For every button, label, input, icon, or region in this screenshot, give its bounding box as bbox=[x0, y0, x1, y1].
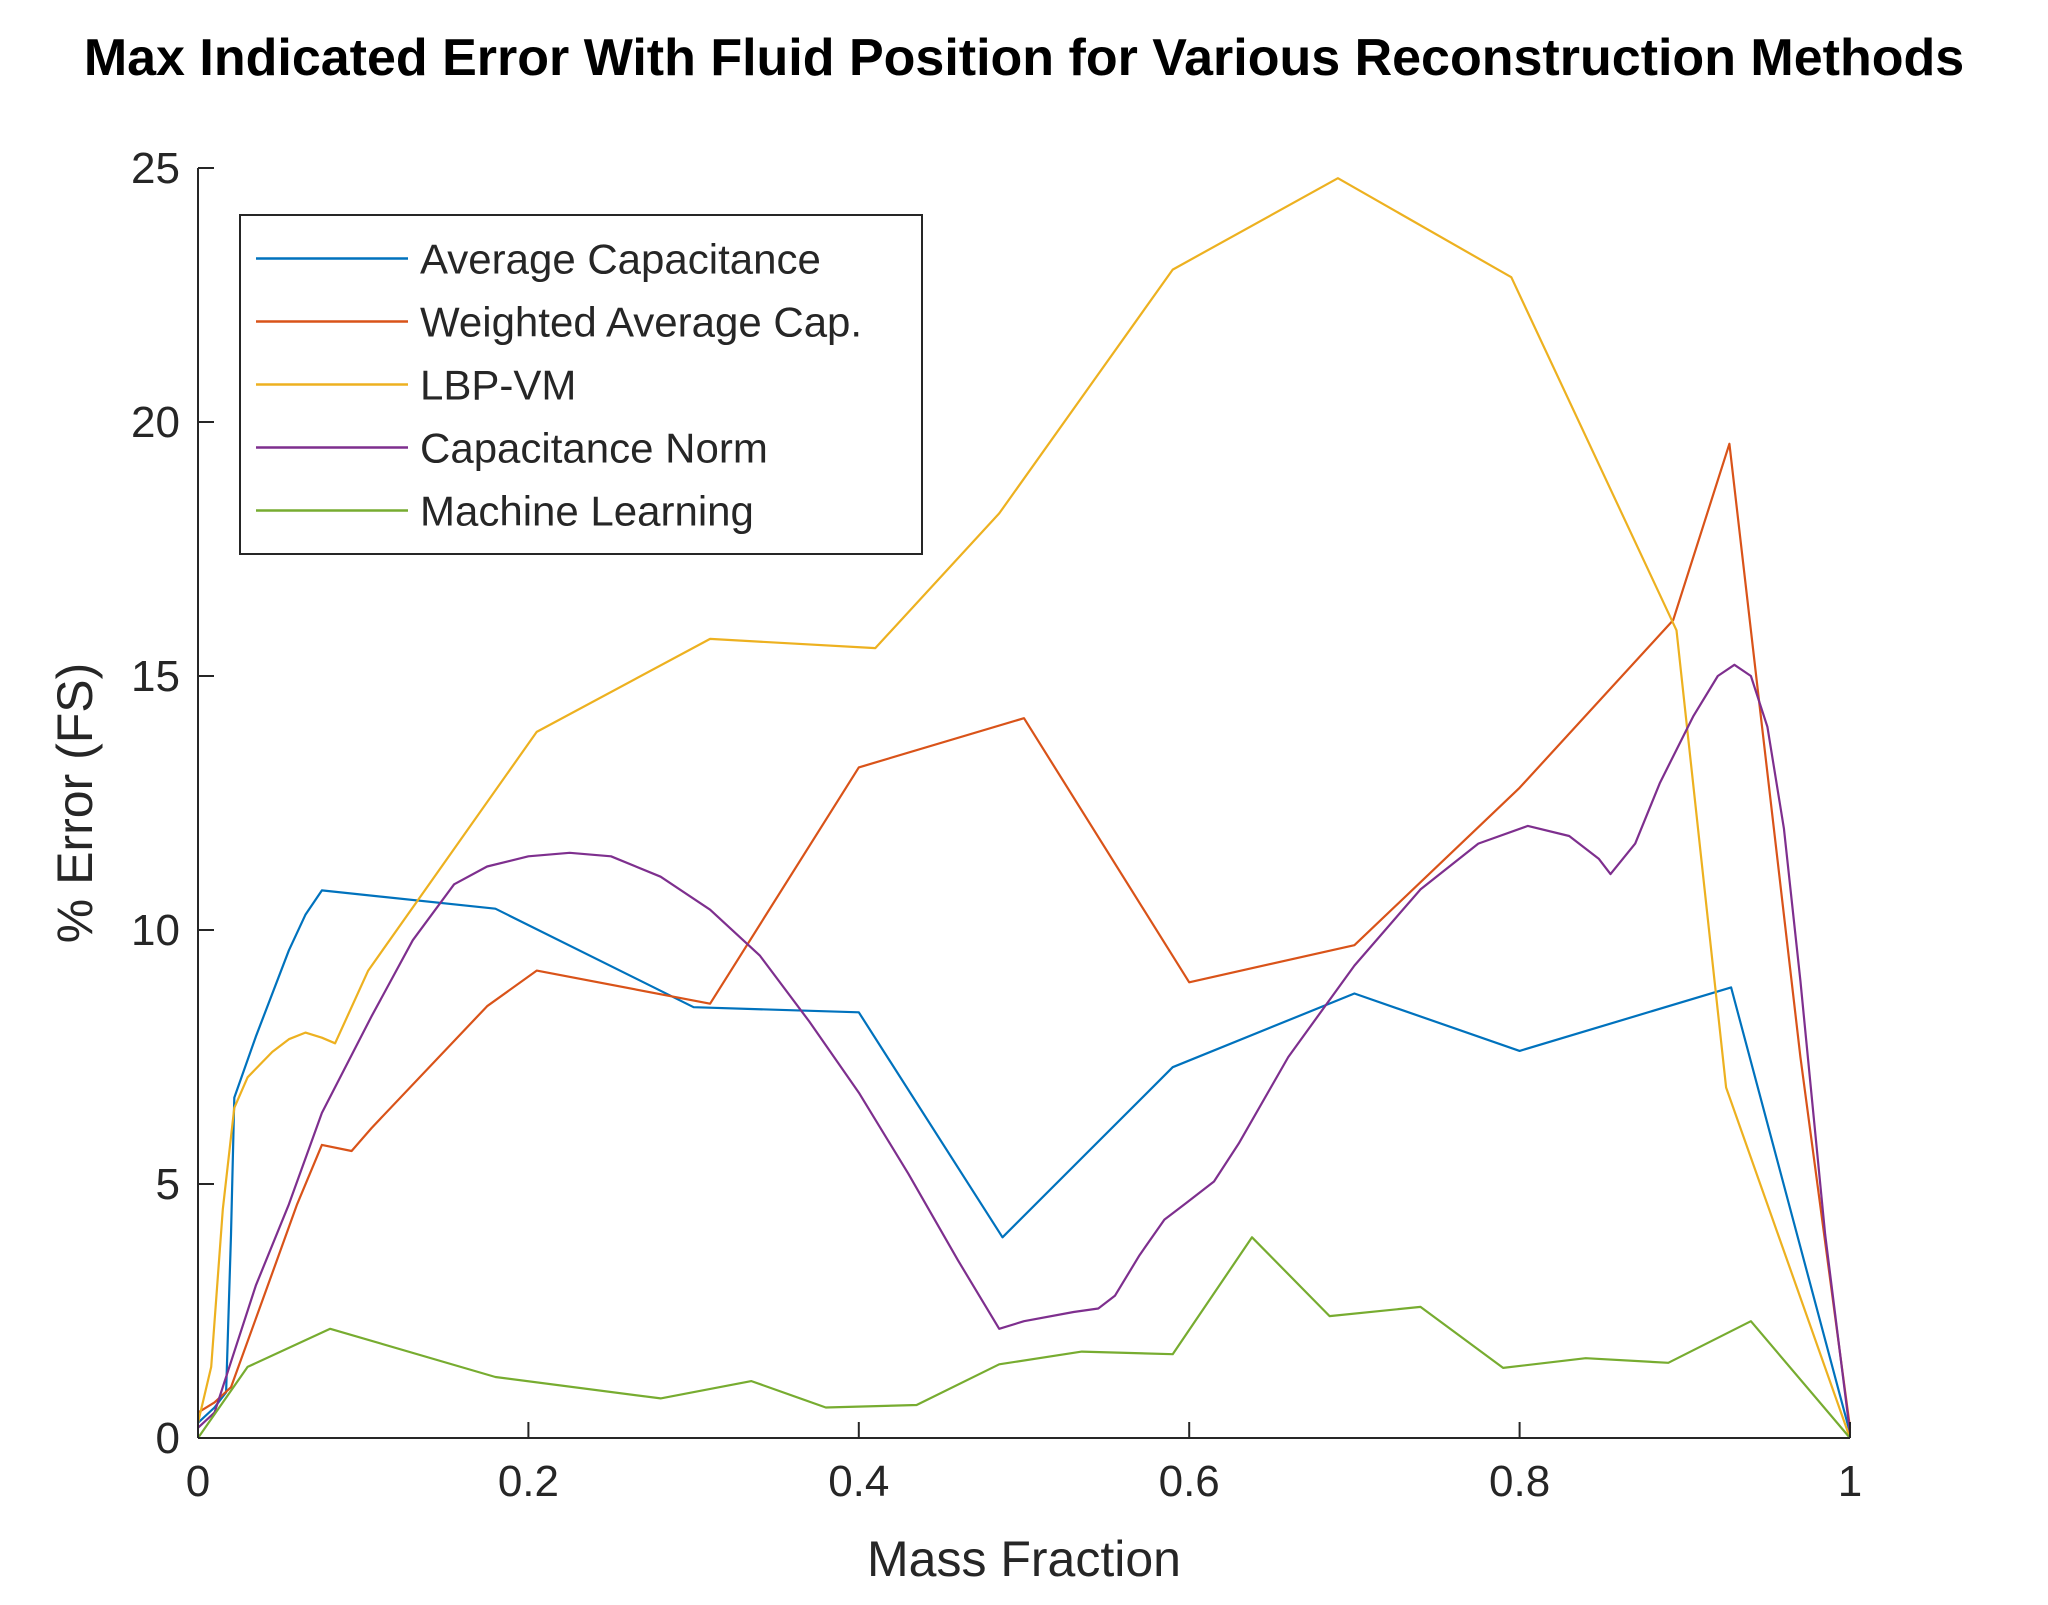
y-tick-label-1: 5 bbox=[156, 1160, 180, 1209]
x-tick-label-0: 0 bbox=[186, 1457, 210, 1506]
y-tick-label-2: 10 bbox=[131, 906, 180, 955]
legend-label-3: Capacitance Norm bbox=[420, 425, 768, 472]
series-line-1 bbox=[197, 442, 1852, 1428]
series-line-4 bbox=[197, 1236, 1851, 1439]
x-tick-label-1: 0.2 bbox=[498, 1457, 559, 1506]
x-axis-label: Mass Fraction bbox=[867, 1531, 1181, 1587]
legend-label-0: Average Capacitance bbox=[420, 236, 821, 283]
y-tick-label-5: 25 bbox=[131, 144, 180, 193]
series-layer bbox=[196, 177, 1852, 1439]
x-tick-label-3: 0.6 bbox=[1159, 1457, 1220, 1506]
legend-label-4: Machine Learning bbox=[420, 488, 754, 535]
y-tick-label-3: 15 bbox=[131, 652, 180, 701]
legend: Average Capacitance Weighted Average Cap.… bbox=[239, 214, 923, 555]
series-line-3 bbox=[197, 663, 1852, 1434]
series-line-0 bbox=[197, 889, 1852, 1434]
series-line-2 bbox=[196, 177, 1852, 1439]
y-tick-label-4: 20 bbox=[131, 398, 180, 447]
x-tick-label-4: 0.8 bbox=[1489, 1457, 1550, 1506]
legend-label-1: Weighted Average Cap. bbox=[420, 299, 862, 346]
y-axis-label: % Error (FS) bbox=[47, 663, 103, 944]
x-tick-label-2: 0.4 bbox=[828, 1457, 889, 1506]
legend-label-2: LBP-VM bbox=[420, 362, 576, 409]
y-tick-label-0: 0 bbox=[156, 1414, 180, 1463]
chart-title: Max Indicated Error With Fluid Position … bbox=[83, 29, 1965, 87]
x-tick-label-5: 1 bbox=[1838, 1457, 1862, 1506]
